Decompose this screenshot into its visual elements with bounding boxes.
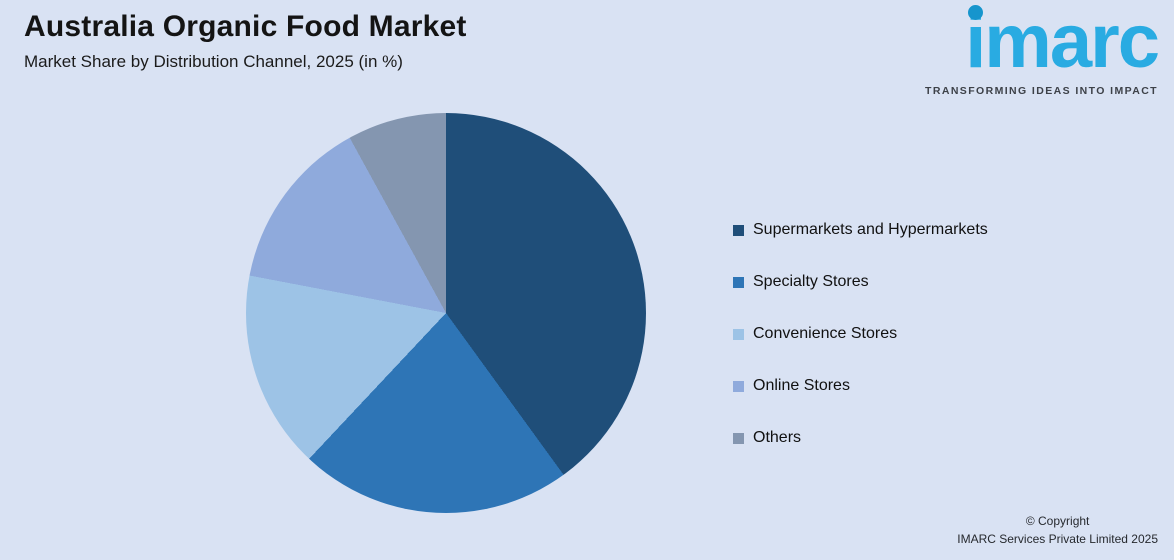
logo-text: imarc — [965, 0, 1160, 84]
legend-item: Supermarkets and Hypermarkets — [733, 221, 988, 239]
copyright-notice: © Copyright IMARC Services Private Limit… — [957, 512, 1158, 548]
page-title: Australia Organic Food Market — [24, 10, 467, 43]
legend-item: Convenience Stores — [733, 325, 988, 343]
chart-legend: Supermarkets and Hypermarkets Specialty … — [733, 221, 988, 447]
legend-label: Others — [753, 429, 802, 446]
legend-label: Specialty Stores — [753, 273, 869, 290]
legend-label: Supermarkets and Hypermarkets — [753, 221, 988, 238]
legend-swatch — [733, 328, 744, 340]
legend-swatch — [733, 224, 744, 236]
copyright-line2: IMARC Services Private Limited 2025 — [957, 532, 1158, 546]
legend-item: Specialty Stores — [733, 273, 988, 291]
legend-item: Online Stores — [733, 377, 988, 395]
logo-dot-icon — [968, 5, 984, 20]
legend-swatch — [733, 276, 744, 288]
legend-label: Convenience Stores — [753, 325, 898, 342]
legend-swatch — [733, 432, 744, 444]
legend-label: Online Stores — [753, 377, 850, 394]
logo-wordmark: imarc — [965, 4, 1160, 80]
pie-chart — [246, 113, 646, 513]
copyright-line1: © Copyright — [1025, 514, 1090, 528]
logo-tagline: TRANSFORMING IDEAS INTO IMPACT — [925, 85, 1158, 97]
legend-item: Others — [733, 429, 988, 447]
page-subtitle: Market Share by Distribution Channel, 20… — [24, 52, 403, 71]
legend-swatch — [733, 380, 744, 392]
imarc-logo: imarc TRANSFORMING IDEAS INTO IMPACT — [925, 4, 1160, 98]
